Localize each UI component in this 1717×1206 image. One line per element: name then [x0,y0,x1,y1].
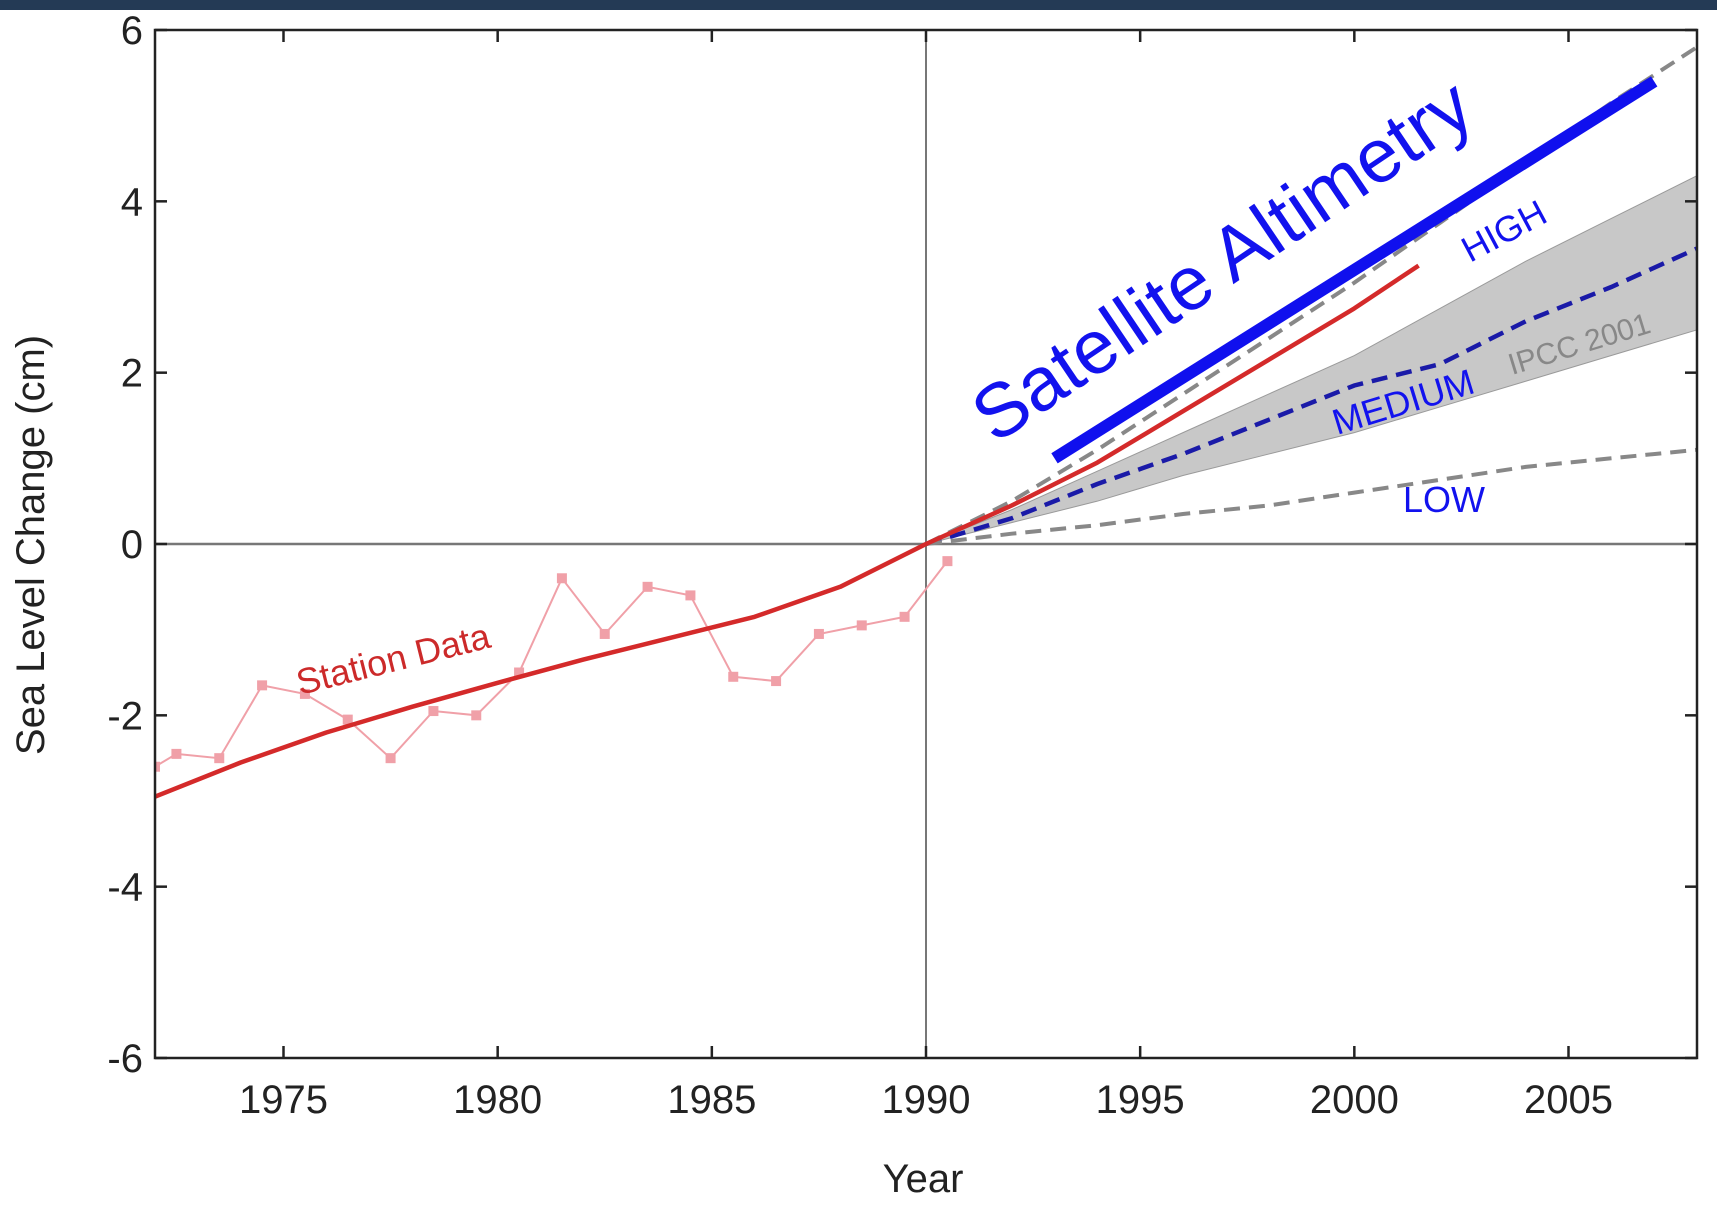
station-raw-point [257,680,268,691]
x-tick-label: 1985 [667,1078,756,1122]
station-raw-point [385,753,396,764]
station-raw-point [599,628,610,639]
y-axis-label: Sea Level Change (cm) [9,335,53,755]
y-tick-label: 4 [121,180,143,224]
y-tick-label: 0 [121,523,143,567]
station-raw-point [299,688,310,699]
plot-layer [155,30,1697,1058]
station-raw-point [214,753,225,764]
low-scenario-label: LOW [1403,479,1485,520]
y-tick-label: 2 [121,352,143,396]
x-tick-label: 2005 [1524,1078,1613,1122]
x-tick-label: 1980 [453,1078,542,1122]
station-raw-point [556,573,567,584]
medium-scenario-line [925,246,1697,547]
station-data-label: Station Data [292,615,495,703]
station-raw-point [685,590,696,601]
station-raw-point [942,556,953,567]
station-raw-point [155,761,160,772]
station-raw-point [899,611,910,622]
y-tick-label: -6 [107,1037,143,1081]
plot-area [155,30,1697,1058]
station-raw-line [155,560,949,768]
station-raw-point [428,706,439,717]
y-tick-label: 6 [121,9,143,53]
station-raw-point [171,748,182,759]
y-tick-label: -2 [107,694,143,738]
station-raw-point [342,714,353,725]
x-tick-label: 1995 [1096,1078,1185,1122]
station-raw-point [471,710,482,721]
station-trend-line [155,263,1420,799]
station-raw-point [813,628,824,639]
station-raw-point [514,667,525,678]
station-raw-point [642,581,653,592]
axis-layer: 1975 1980 1985 1990 1995 2000 2005 -6 -4 -2 0 2 4 6 [107,9,1699,1122]
x-axis-label: Year [883,1157,964,1201]
station-raw-point [728,671,739,682]
x-tick-label: 2000 [1310,1078,1399,1122]
station-raw-point [856,620,867,631]
satellite-altimetry-line [1051,76,1658,464]
y-tick-label: -4 [107,866,143,910]
ipcc-uncertainty-band [925,175,1697,545]
x-tick-label: 1975 [239,1078,328,1122]
x-tick-label: 1990 [882,1078,971,1122]
top-bar [0,0,1717,10]
low-scenario-line [925,447,1697,546]
station-raw-point [771,676,782,687]
